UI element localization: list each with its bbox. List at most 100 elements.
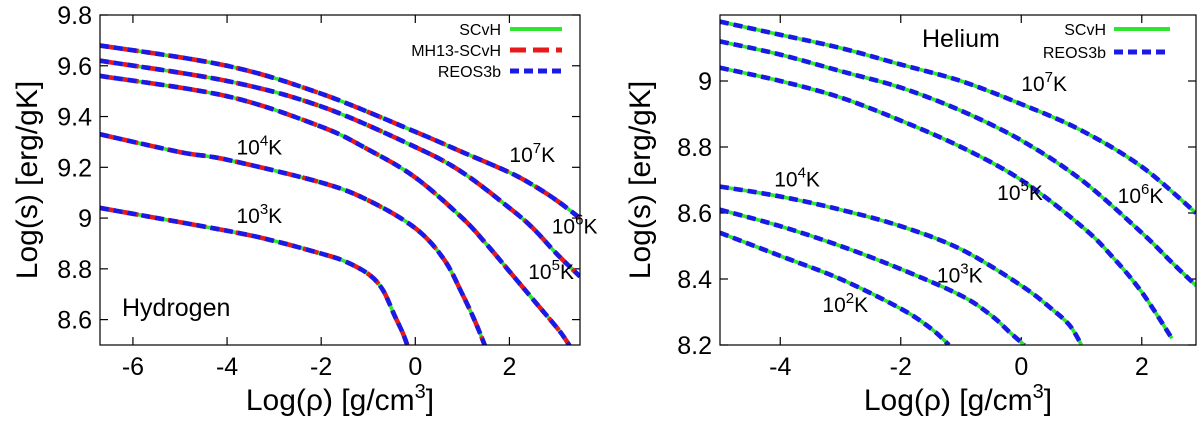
curve-label-exponent: 5 <box>552 257 560 274</box>
curve-label-base: 10 <box>937 264 960 287</box>
legend-label-scvh-he: SCvH <box>1064 22 1106 39</box>
y-tick-label: 8.6 <box>57 307 92 335</box>
helium-x-axis-label: Log(ρ) [g/cm3] <box>864 381 1052 417</box>
x-tick-label: -4 <box>216 353 238 381</box>
y-tick-label: 8.4 <box>677 266 712 294</box>
y-tick-label: 8.8 <box>57 256 92 284</box>
y-tick-label: 8.6 <box>677 200 712 228</box>
y-tick-label: 9.2 <box>57 154 92 182</box>
curve-label-unit: K <box>583 215 597 238</box>
curve-label-base: 10 <box>774 169 797 192</box>
curve-label-base: 10 <box>552 215 575 238</box>
x-axis-label-superscript: 3 <box>415 381 426 403</box>
series-line-103K-e61a1a <box>100 205 410 345</box>
legend-label-reos3b: REOS3b <box>438 64 501 81</box>
legend-label-reos3b-he: REOS3b <box>1043 45 1106 62</box>
curve-label-exponent: 6 <box>575 211 583 228</box>
hydrogen-legend: SCvH MH13-SCvH REOS3b <box>411 22 562 81</box>
legend-label-scvh: SCvH <box>459 22 501 39</box>
hydrogen-plot-frame <box>99 14 581 346</box>
x-axis-label-tail: ] <box>1044 384 1052 417</box>
curve-label-base: 10 <box>236 137 259 160</box>
x-tick-label: -6 <box>122 353 144 381</box>
curve-label-base: 10 <box>509 144 532 167</box>
x-tick-label: 0 <box>1014 353 1028 381</box>
x-axis-label-superscript: 3 <box>1033 381 1044 403</box>
series-line-104K-1a1ae6 <box>720 184 1084 345</box>
helium-plot-frame <box>719 14 1197 346</box>
curve-label: 103K <box>937 260 983 287</box>
curve-label-unit: K <box>806 169 820 192</box>
hydrogen-y-axis-label: Log(s) [erg/gK] <box>11 81 44 279</box>
y-tick-label: 9 <box>78 205 92 233</box>
curve-label-unit: K <box>1029 182 1043 205</box>
series-line-105K-2ee62e <box>720 66 1174 340</box>
series-line-106K-1a1ae6 <box>720 39 1196 288</box>
y-tick-label: 8.2 <box>677 332 712 360</box>
series-line-103K-1a1ae6 <box>100 205 410 345</box>
series-line-107K-1a1ae6 <box>720 19 1196 215</box>
x-tick-label: -4 <box>769 353 791 381</box>
curve-label: 107K <box>509 140 555 167</box>
hydrogen-curves <box>100 43 580 345</box>
x-tick-label: 0 <box>408 353 422 381</box>
curve-label: 107K <box>1021 69 1067 96</box>
curve-label-exponent: 2 <box>846 290 854 307</box>
curve-label: 103K <box>236 201 282 228</box>
series-line-104K-1a1ae6 <box>100 132 488 345</box>
curve-label: 106K <box>552 211 598 238</box>
helium-ticks: -4 -2 0 2 8.2 8.4 8.6 8.8 9 <box>677 15 1196 381</box>
helium-curves <box>720 19 1196 345</box>
curve-label-base: 10 <box>822 294 845 317</box>
curve-label-unit: K <box>268 137 282 160</box>
helium-y-axis-label: Log(s) [erg/gK] <box>624 81 657 279</box>
curve-label-base: 10 <box>1118 185 1141 208</box>
x-tick-label: 2 <box>502 353 516 381</box>
curve-label-base: 10 <box>997 182 1020 205</box>
curve-label: 104K <box>236 133 282 160</box>
series-line-104K-2ee62e <box>720 184 1084 345</box>
series-line-102K-2ee62e <box>720 231 951 345</box>
curve-label-base: 10 <box>236 205 259 228</box>
curve-label-exponent: 4 <box>798 165 806 182</box>
y-tick-label: 9.8 <box>57 2 92 30</box>
x-tick-label: -2 <box>890 353 912 381</box>
hydrogen-x-axis-label: Log(ρ) [g/cm3] <box>246 381 434 417</box>
curve-label-unit: K <box>560 261 574 284</box>
curve-label-unit: K <box>969 264 983 287</box>
curve-label-exponent: 5 <box>1021 178 1029 195</box>
series-line-103K-1a1ae6 <box>720 207 1026 345</box>
hydrogen-panel-label: Hydrogen <box>122 294 230 322</box>
curve-label-exponent: 3 <box>960 260 968 277</box>
curve-label-exponent: 6 <box>1141 181 1149 198</box>
curve-label-exponent: 3 <box>260 201 268 218</box>
curve-label-unit: K <box>541 144 555 167</box>
series-line-103K-2ee62e <box>100 206 410 345</box>
x-axis-label-tail: ] <box>426 384 434 417</box>
curve-label-unit: K <box>1053 73 1067 96</box>
curve-label-unit: K <box>268 205 282 228</box>
helium-panel-label: Helium <box>922 25 1000 53</box>
helium-legend: Helium SCvH REOS3b <box>922 22 1170 62</box>
series-line-106K-e61a1a <box>100 58 580 279</box>
curve-label: 105K <box>528 257 574 284</box>
series-line-106K-2ee62e <box>100 58 580 278</box>
curve-label-exponent: 7 <box>533 140 541 157</box>
hydrogen-ticks: -6 -4 -2 0 2 8.6 8.8 9 9.2 9.4 9.6 9.8 <box>57 2 580 381</box>
series-line-106K-1a1ae6 <box>100 58 580 279</box>
x-tick-label: -2 <box>310 353 332 381</box>
curve-label-exponent: 4 <box>260 133 268 150</box>
curve-label: 105K <box>997 178 1043 205</box>
curve-label: 106K <box>1118 181 1164 208</box>
y-tick-label: 9.4 <box>57 104 92 132</box>
curve-label-unit: K <box>1149 185 1163 208</box>
y-tick-label: 9.6 <box>57 53 92 81</box>
series-line-102K-1a1ae6 <box>720 230 951 345</box>
curve-label-base: 10 <box>528 261 551 284</box>
curve-label-exponent: 7 <box>1045 69 1053 86</box>
y-tick-label: 9 <box>698 68 712 96</box>
